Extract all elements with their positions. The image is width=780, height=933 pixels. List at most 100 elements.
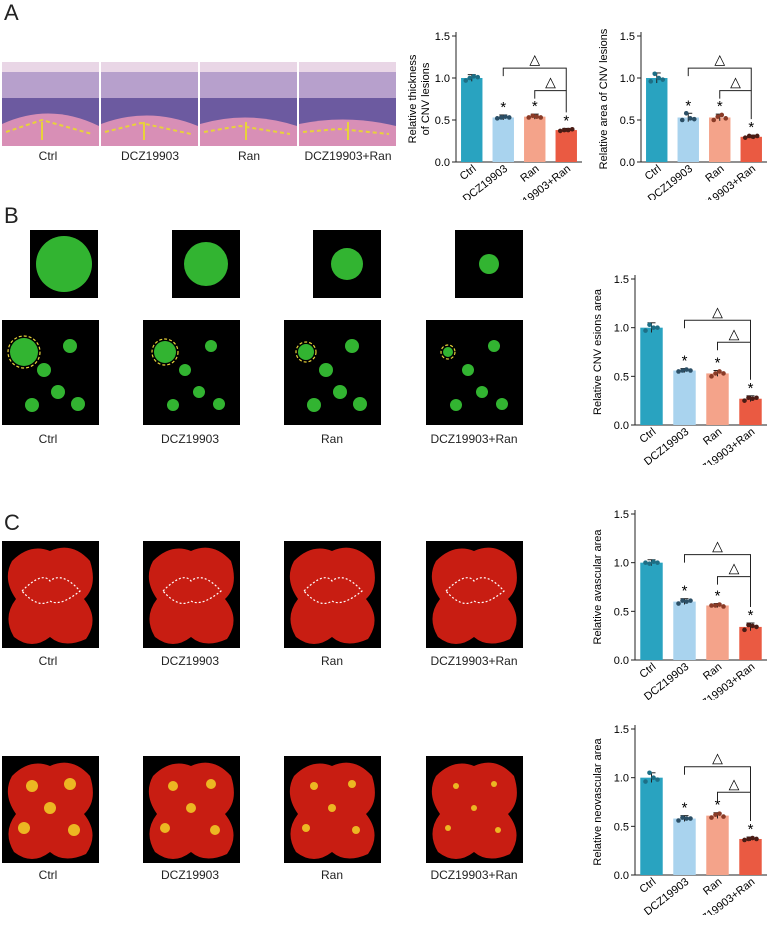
y-tick-label: 0.5 (435, 115, 450, 127)
data-point (709, 374, 714, 379)
cnv-spot (476, 386, 488, 398)
significance-star: * (685, 97, 691, 114)
data-point (742, 837, 747, 843)
cnv-spot (51, 385, 65, 399)
significance-star: * (682, 353, 688, 370)
data-point (534, 114, 540, 119)
green-inset-0 (30, 230, 98, 298)
lesion-outline (5, 118, 93, 135)
data-point (680, 598, 685, 603)
significance-star: * (532, 98, 538, 115)
data-point (709, 603, 714, 608)
data-point (530, 113, 536, 119)
red-image-1 (143, 541, 240, 648)
data-point (684, 599, 689, 604)
cnv-spot (353, 397, 367, 411)
data-point (742, 135, 748, 140)
neovascular-tuft (18, 822, 30, 834)
triangle-marker: △ (529, 51, 540, 67)
significance-star: * (500, 99, 506, 116)
y-tick-label: 1.5 (435, 31, 450, 43)
y-tick-label: 1.5 (614, 274, 629, 286)
triangle-marker: △ (712, 538, 723, 554)
bar-0 (640, 327, 663, 425)
y-tick-label: 1.0 (614, 558, 629, 570)
data-point (647, 322, 652, 328)
category-label: Ran (703, 163, 726, 185)
y-axis-label: Relative area of CNV lesions (598, 28, 610, 169)
data-point (711, 117, 717, 123)
comparison-bracket (684, 766, 751, 793)
bar-0 (646, 78, 668, 162)
y-tick-label: 1.0 (614, 773, 629, 785)
data-point (647, 770, 652, 776)
significance-star: * (682, 583, 688, 600)
bar-2 (709, 117, 731, 162)
bar-2 (706, 605, 729, 660)
data-point (688, 816, 693, 821)
bar-0 (461, 78, 483, 162)
triangle-marker: △ (729, 775, 740, 791)
category-label: Ran (701, 661, 724, 683)
data-point (660, 77, 666, 82)
data-point (643, 779, 648, 784)
cnv-spot (333, 385, 347, 399)
data-point (463, 78, 469, 83)
data-point (715, 114, 721, 119)
triangle-marker: △ (545, 74, 556, 90)
data-point (746, 622, 751, 628)
neovascular-tuft (186, 803, 196, 813)
neovascular-tuft (302, 824, 310, 832)
selection-circle (295, 341, 317, 363)
significance-star: * (748, 821, 754, 838)
image-label-3: DCZ19903+Ran (430, 432, 518, 446)
neovascular-tuft (44, 802, 56, 814)
retina-flatmount (431, 547, 517, 644)
bar-1 (492, 117, 514, 162)
data-point (467, 75, 473, 81)
cnv-spot (345, 339, 359, 353)
neovascular-tuft (495, 827, 501, 833)
data-point (561, 127, 567, 133)
bar-1 (673, 818, 696, 875)
y-tick-label: 0.0 (620, 157, 635, 169)
significance-star: * (748, 119, 754, 136)
data-point (750, 835, 755, 841)
bar-3 (555, 130, 577, 162)
neovascular-tuft (445, 825, 451, 831)
data-point (475, 74, 481, 80)
neovascular-tuft (453, 783, 459, 789)
data-point (569, 126, 575, 132)
y-tick-label: 0.0 (614, 655, 629, 667)
data-point (754, 133, 760, 139)
triangle-marker: △ (730, 74, 741, 90)
chart-cnv-lesions-area: Relative CNV esions area 0.0 0.5 1.0 1.5 Ctrl… (592, 274, 767, 465)
neovascular-tuft (471, 805, 477, 811)
image-label-1: DCZ19903 (120, 149, 180, 163)
avascular-outline (303, 577, 363, 604)
comparison-bracket (684, 554, 751, 577)
significance-star: * (715, 354, 721, 371)
image-label-3: DCZ19903+Ran (430, 868, 518, 882)
data-point (538, 115, 544, 120)
red-yellow-image-1 (143, 756, 240, 863)
bar-1 (673, 601, 696, 660)
comparison-bracket (684, 319, 751, 343)
neovascular-tuft (491, 781, 497, 787)
retina-flatmount (7, 547, 93, 644)
cnv-spot (37, 363, 51, 377)
bar-3 (739, 838, 762, 875)
data-point (655, 325, 660, 330)
image-label-3: DCZ19903+Ran (430, 654, 518, 668)
data-point (683, 110, 689, 116)
neovascular-tuft (328, 804, 336, 812)
lesion-outline (104, 121, 192, 135)
significance-star: * (748, 607, 754, 624)
data-point (717, 602, 722, 607)
category-label: Ctrl (637, 661, 658, 681)
lesion-outline (302, 127, 390, 135)
green-image-1 (143, 320, 240, 425)
green-image-3 (426, 320, 523, 425)
comparison-bracket (502, 67, 567, 91)
neovascular-tuft (210, 825, 220, 835)
